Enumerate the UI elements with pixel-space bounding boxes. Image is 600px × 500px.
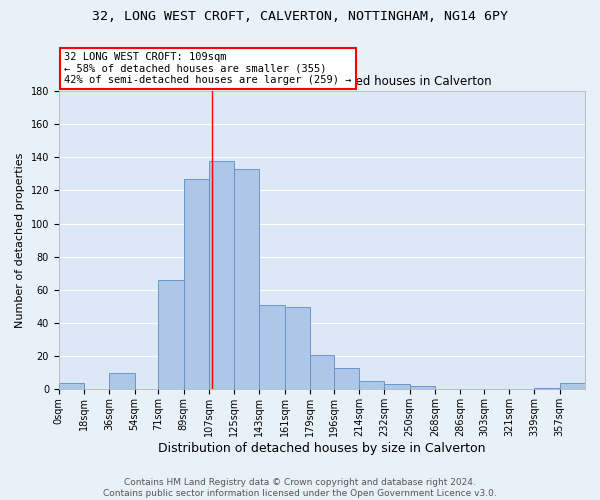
Text: 32, LONG WEST CROFT, CALVERTON, NOTTINGHAM, NG14 6PY: 32, LONG WEST CROFT, CALVERTON, NOTTINGH… [92,10,508,23]
X-axis label: Distribution of detached houses by size in Calverton: Distribution of detached houses by size … [158,442,485,455]
Title: Size of property relative to detached houses in Calverton: Size of property relative to detached ho… [152,76,491,88]
Bar [310,354,334,390]
Text: 32 LONG WEST CROFT: 109sqm
← 58% of detached houses are smaller (355)
42% of sem: 32 LONG WEST CROFT: 109sqm ← 58% of deta… [64,52,352,85]
Bar [535,388,560,390]
Y-axis label: Number of detached properties: Number of detached properties [15,152,25,328]
Bar [410,386,435,390]
Bar [209,160,234,390]
Bar [234,169,259,390]
Bar [285,306,310,390]
Bar [59,383,84,390]
Text: Contains HM Land Registry data © Crown copyright and database right 2024.
Contai: Contains HM Land Registry data © Crown c… [103,478,497,498]
Bar [385,384,410,390]
Bar [259,305,285,390]
Bar [334,368,359,390]
Bar [359,381,385,390]
Bar [560,383,585,390]
Bar [158,280,184,390]
Bar [184,179,209,390]
Bar [109,373,134,390]
